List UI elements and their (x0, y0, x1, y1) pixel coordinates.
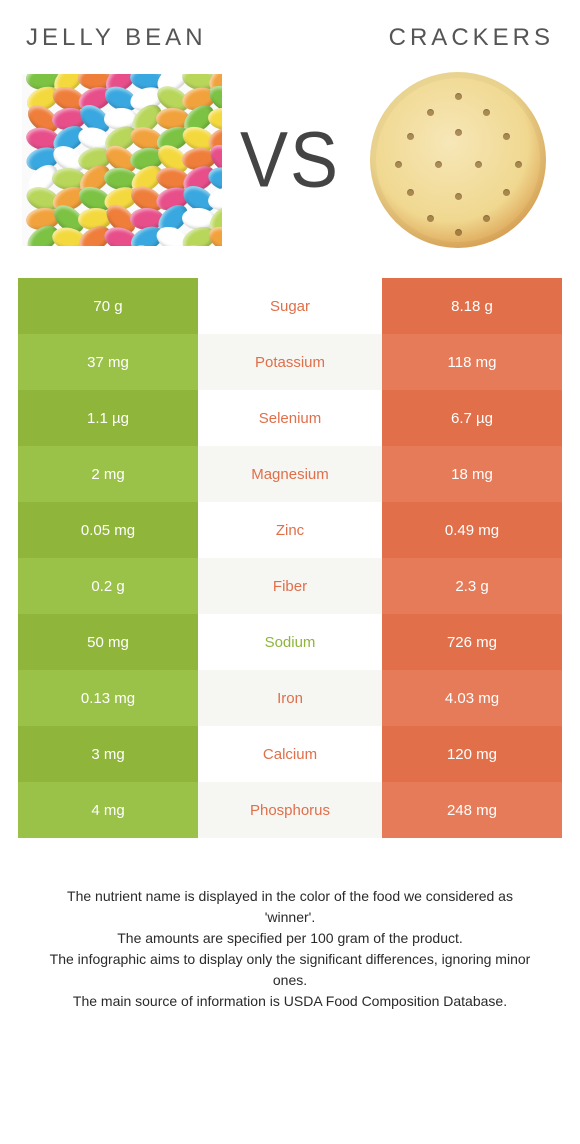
right-value: 118 mg (382, 334, 562, 390)
table-row: 37 mgPotassium118 mg (18, 334, 562, 390)
nutrient-name: Magnesium (198, 446, 382, 502)
right-value: 8.18 g (382, 278, 562, 334)
table-row: 3 mgCalcium120 mg (18, 726, 562, 782)
footnote-line: The amounts are specified per 100 gram o… (44, 928, 536, 949)
left-value: 3 mg (18, 726, 198, 782)
footnote-line: The nutrient name is displayed in the co… (44, 886, 536, 928)
left-value: 70 g (18, 278, 198, 334)
table-row: 70 gSugar8.18 g (18, 278, 562, 334)
right-value: 6.7 µg (382, 390, 562, 446)
right-value: 2.3 g (382, 558, 562, 614)
right-value: 0.49 mg (382, 502, 562, 558)
comparison-titles: Jelly bean Crackers (18, 20, 562, 70)
left-value: 2 mg (18, 446, 198, 502)
table-row: 4 mgPhosphorus248 mg (18, 782, 562, 838)
hero-row: VS (18, 70, 562, 278)
nutrient-name: Phosphorus (198, 782, 382, 838)
left-value: 4 mg (18, 782, 198, 838)
left-value: 50 mg (18, 614, 198, 670)
right-value: 120 mg (382, 726, 562, 782)
right-value: 726 mg (382, 614, 562, 670)
vs-label: VS (240, 115, 340, 205)
table-row: 0.13 mgIron4.03 mg (18, 670, 562, 726)
left-value: 0.2 g (18, 558, 198, 614)
nutrient-name: Potassium (198, 334, 382, 390)
nutrient-name: Sugar (198, 278, 382, 334)
table-row: 0.2 gFiber2.3 g (18, 558, 562, 614)
footnotes: The nutrient name is displayed in the co… (18, 838, 562, 1012)
left-value: 1.1 µg (18, 390, 198, 446)
left-value: 37 mg (18, 334, 198, 390)
nutrient-name: Iron (198, 670, 382, 726)
right-value: 18 mg (382, 446, 562, 502)
footnote-line: The main source of information is USDA F… (44, 991, 536, 1012)
table-row: 2 mgMagnesium18 mg (18, 446, 562, 502)
left-value: 0.13 mg (18, 670, 198, 726)
table-row: 50 mgSodium726 mg (18, 614, 562, 670)
right-food-image (358, 70, 558, 250)
nutrient-name: Calcium (198, 726, 382, 782)
left-food-title: Jelly bean (26, 24, 207, 52)
left-food-image (22, 70, 222, 250)
right-value: 4.03 mg (382, 670, 562, 726)
nutrient-name: Zinc (198, 502, 382, 558)
footnote-line: The infographic aims to display only the… (44, 949, 536, 991)
nutrient-name: Sodium (198, 614, 382, 670)
right-value: 248 mg (382, 782, 562, 838)
nutrient-table: 70 gSugar8.18 g37 mgPotassium118 mg1.1 µ… (18, 278, 562, 838)
nutrient-name: Fiber (198, 558, 382, 614)
right-food-title: Crackers (389, 24, 554, 52)
nutrient-name: Selenium (198, 390, 382, 446)
table-row: 0.05 mgZinc0.49 mg (18, 502, 562, 558)
table-row: 1.1 µgSelenium6.7 µg (18, 390, 562, 446)
left-value: 0.05 mg (18, 502, 198, 558)
